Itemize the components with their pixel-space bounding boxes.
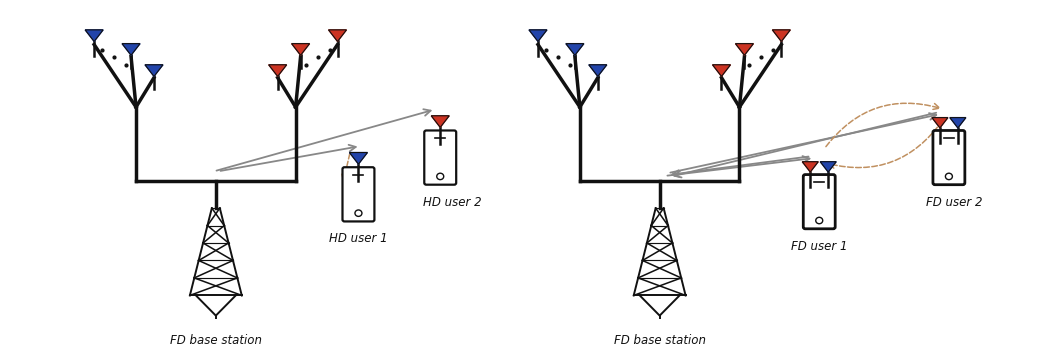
- Text: FD user 2: FD user 2: [926, 196, 982, 209]
- Text: FD base station: FD base station: [169, 334, 262, 346]
- Polygon shape: [145, 65, 163, 76]
- Polygon shape: [291, 44, 309, 55]
- Polygon shape: [950, 118, 966, 128]
- FancyBboxPatch shape: [933, 130, 965, 185]
- Polygon shape: [269, 65, 287, 76]
- Text: FD user 1: FD user 1: [791, 240, 847, 253]
- Polygon shape: [772, 30, 790, 42]
- Text: HD user 2: HD user 2: [423, 196, 482, 209]
- Text: HD user 1: HD user 1: [329, 233, 388, 245]
- Polygon shape: [589, 65, 607, 76]
- Polygon shape: [566, 44, 584, 55]
- Polygon shape: [803, 162, 819, 172]
- Polygon shape: [821, 162, 837, 172]
- Polygon shape: [530, 30, 546, 42]
- Polygon shape: [431, 116, 449, 127]
- Polygon shape: [85, 30, 103, 42]
- FancyBboxPatch shape: [425, 130, 456, 185]
- FancyBboxPatch shape: [342, 167, 375, 221]
- FancyBboxPatch shape: [804, 175, 836, 229]
- Polygon shape: [328, 30, 346, 42]
- Polygon shape: [932, 118, 948, 128]
- Polygon shape: [735, 44, 753, 55]
- Polygon shape: [713, 65, 731, 76]
- Text: FD base station: FD base station: [613, 334, 705, 346]
- Polygon shape: [122, 44, 140, 55]
- Polygon shape: [349, 153, 367, 164]
